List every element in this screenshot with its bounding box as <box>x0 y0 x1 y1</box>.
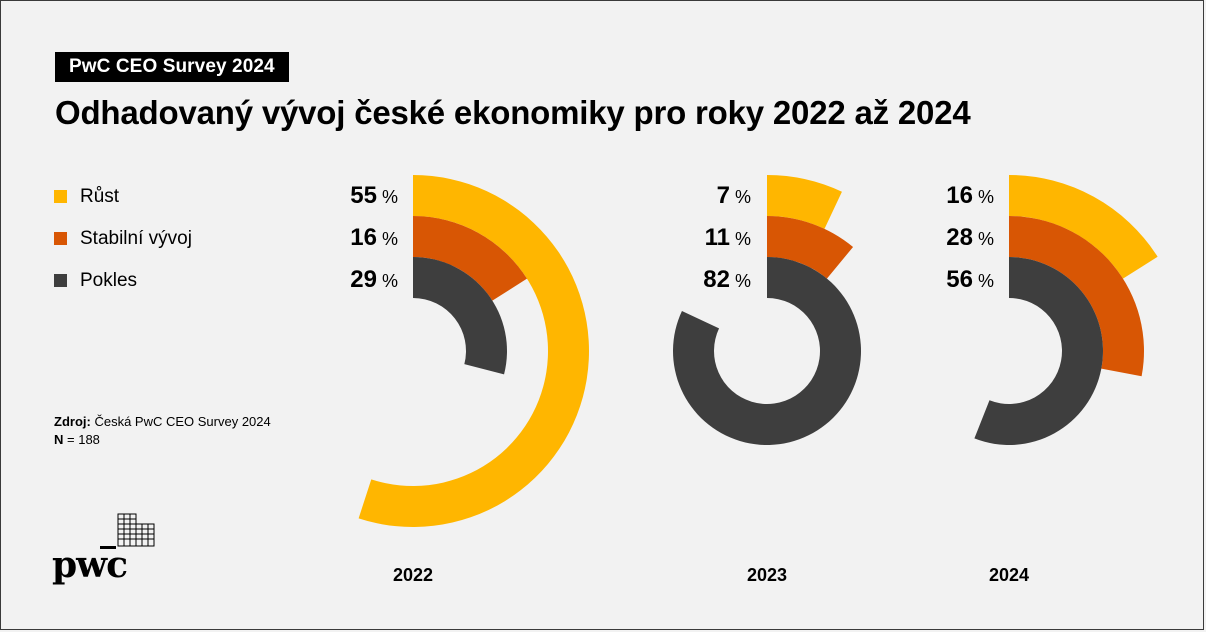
pwc-logo: pwc <box>52 510 162 586</box>
value-label-2024-0: 16% <box>946 182 994 209</box>
source-text: Česká PwC CEO Survey 2024 <box>94 414 271 429</box>
arc-2024-rust <box>1009 175 1158 279</box>
year-label-2023: 2023 <box>747 565 787 585</box>
pwc-logo-mark <box>100 513 155 549</box>
arc-2022-rust <box>358 175 589 527</box>
legend-swatch-stabilni <box>54 232 67 245</box>
value-label-2023-0: 7% <box>717 182 751 209</box>
legend-label-rust: Růst <box>80 186 120 207</box>
page-title: Odhadovaný vývoj české ekonomiky pro rok… <box>55 94 971 131</box>
legend-swatch-rust <box>54 190 67 203</box>
arc-2023-stabilni-vyvoj <box>767 216 854 279</box>
year-label-2022: 2022 <box>393 565 433 585</box>
value-label-2023-1: 11% <box>705 224 751 251</box>
value-label-2022-0: 55% <box>350 182 398 209</box>
legend-swatch-pokles <box>54 274 67 287</box>
year-label-2024: 2024 <box>989 565 1029 585</box>
arc-2022-pokles <box>413 257 507 375</box>
arc-2023-rust <box>767 175 842 229</box>
sample-size-label: N <box>54 432 64 447</box>
source-label: Zdroj: <box>54 414 91 429</box>
value-label-2024-1: 28% <box>946 224 994 251</box>
arc-2024-pokles <box>974 257 1104 445</box>
sample-size-value: = 188 <box>67 432 100 447</box>
value-label-2024-2: 56% <box>946 266 994 293</box>
value-label-2022-1: 16% <box>350 224 398 251</box>
arc-2023-pokles <box>672 257 861 445</box>
arc-2024-stabilni-vyvoj <box>1009 216 1144 377</box>
value-label-2023-2: 82% <box>703 266 751 293</box>
source-note: Zdroj: Česká PwC CEO Survey 2024 N = 188 <box>54 413 271 449</box>
legend-label-pokles: Pokles <box>80 270 138 291</box>
value-label-2022-2: 29% <box>350 266 398 293</box>
pwc-logo-text: pwc <box>52 544 128 586</box>
survey-tag: PwC CEO Survey 2024 <box>55 52 289 82</box>
legend-label-stabilni: Stabilní vývoj <box>80 228 192 249</box>
arc-2022-stabilni-vyvoj <box>413 216 527 301</box>
